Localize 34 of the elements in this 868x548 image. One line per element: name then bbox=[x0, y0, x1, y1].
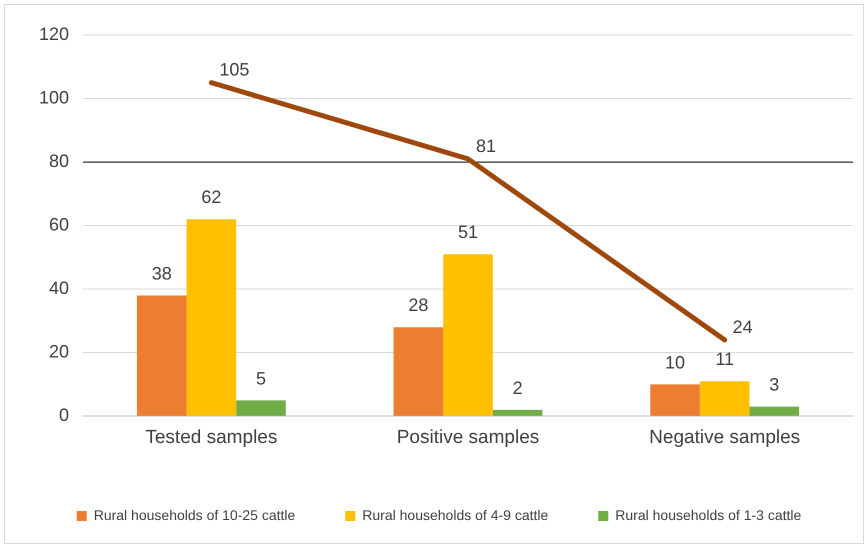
x-tick-label: Negative samples bbox=[649, 426, 800, 448]
bar bbox=[443, 254, 493, 416]
data-label: 38 bbox=[152, 263, 172, 284]
legend-label: Rural households of 4-9 cattle bbox=[362, 506, 548, 523]
bar bbox=[492, 410, 542, 416]
data-label: 2 bbox=[512, 378, 523, 398]
data-label: 3 bbox=[769, 374, 780, 395]
bar bbox=[394, 327, 444, 416]
data-label: 51 bbox=[458, 222, 478, 242]
data-label: 28 bbox=[408, 295, 428, 316]
y-tick-label: 20 bbox=[49, 342, 70, 362]
x-tick-label: Tested samples bbox=[145, 426, 278, 448]
data-label: 105 bbox=[219, 60, 250, 80]
data-label: 81 bbox=[476, 136, 496, 156]
data-label: 5 bbox=[256, 368, 266, 388]
bar bbox=[650, 384, 700, 416]
data-label: 24 bbox=[732, 316, 753, 337]
y-tick-label: 0 bbox=[59, 405, 70, 426]
y-tick-label: 100 bbox=[38, 88, 70, 108]
data-label: 10 bbox=[665, 352, 686, 372]
x-tick-label: Positive samples bbox=[396, 426, 540, 448]
data-label: 11 bbox=[715, 349, 734, 370]
y-tick-label: 60 bbox=[49, 214, 70, 235]
bar bbox=[136, 295, 187, 416]
bar bbox=[749, 406, 800, 416]
legend-label: Rural households of 1-3 cattle bbox=[615, 506, 802, 523]
y-tick-label: 120 bbox=[38, 24, 70, 44]
y-tick-label: 40 bbox=[49, 278, 70, 298]
legend-label: Rural households of 10-25 cattle bbox=[94, 506, 296, 523]
bar bbox=[700, 381, 750, 416]
bar bbox=[236, 400, 286, 416]
y-tick-label: 80 bbox=[49, 151, 70, 172]
bar bbox=[186, 219, 236, 416]
data-label: 62 bbox=[201, 187, 222, 208]
